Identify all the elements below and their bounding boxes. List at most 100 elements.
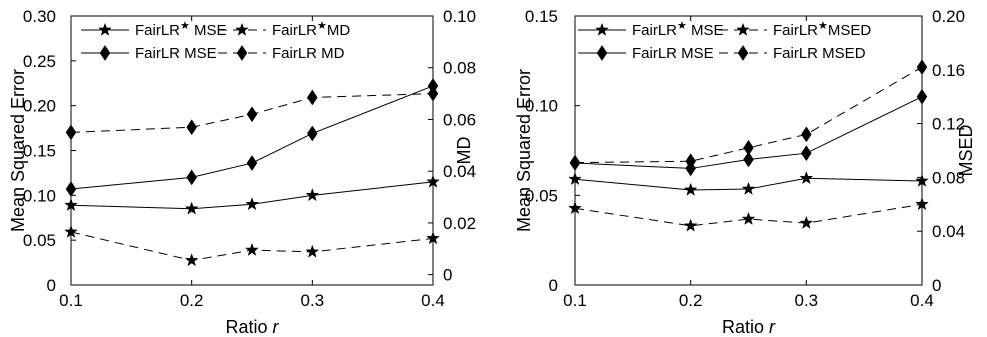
data-point-star: [568, 201, 582, 215]
y-tick-label: 0.15: [23, 142, 56, 161]
series-2: [569, 88, 928, 177]
y-tick-label: 0.20: [23, 97, 56, 116]
data-point-star: [245, 242, 259, 256]
y2-tick-label: 0.04: [932, 222, 965, 241]
legend-marker-star: [595, 22, 609, 36]
y2-tick-label: 0.04: [443, 162, 476, 181]
legend-marker-diamond: [737, 45, 749, 61]
data-point-star: [184, 201, 199, 215]
data-point-star: [683, 182, 698, 196]
x-tick-label: 0.1: [563, 291, 587, 310]
y-tick-label: 0.05: [525, 186, 558, 205]
data-point-star: [741, 181, 756, 195]
y-tick-label: 0.25: [23, 52, 56, 71]
series-0: [64, 174, 440, 215]
data-point-star: [426, 174, 440, 188]
y-tick-label: 0.30: [23, 7, 56, 26]
legend-item: FairLR MSED: [719, 45, 866, 62]
x-tick-label: 0.1: [59, 291, 83, 310]
x-axis-label: Ratio r: [225, 317, 279, 337]
legend-marker-diamond: [99, 45, 111, 61]
data-point-diamond: [801, 145, 812, 162]
y2-tick-label: 0.20: [932, 7, 965, 26]
y2-tick-label: 0: [443, 266, 452, 285]
y2-tick-label: 0: [932, 276, 941, 295]
x-axis-label: Ratio r: [722, 317, 776, 337]
data-point-diamond: [743, 139, 754, 156]
y2-tick-label: 0.08: [443, 59, 476, 78]
data-point-star: [683, 218, 698, 232]
y2-axis-label: MD: [454, 137, 474, 165]
legend-item: FairLR★ MSE: [578, 20, 724, 39]
data-point-diamond: [186, 169, 197, 186]
series-line: [70, 85, 434, 190]
legend-label: FairLR★ MSE: [632, 20, 724, 39]
legend-marker-star: [736, 22, 750, 36]
series-2: [65, 77, 439, 198]
legend: FairLR★ MSE FairLR★MSED FairLR MSE FairLR M…: [578, 20, 871, 62]
right-panel: 0.1 0.2 0.3 0.400.050.100.1500.040.080.120.…: [514, 7, 976, 337]
legend-marker-diamond: [596, 45, 608, 61]
data-point-diamond: [307, 125, 318, 142]
data-point-diamond: [569, 154, 581, 171]
legend-label: FairLR★ MSE: [135, 20, 227, 39]
legend-marker-star: [98, 22, 112, 36]
series-1: [568, 197, 929, 232]
series-line: [574, 203, 923, 227]
legend: FairLR★ MSE FairLR★MD FairLR MSE FairLR MD: [81, 20, 350, 62]
data-point-star: [741, 211, 756, 225]
legend-item: FairLR★MD: [218, 20, 350, 39]
x-tick-label: 0.2: [679, 291, 703, 310]
y2-tick-label: 0.02: [443, 214, 476, 233]
data-point-star: [184, 253, 199, 267]
series-line: [574, 66, 923, 164]
data-point-diamond: [246, 155, 258, 172]
legend-label: FairLR MD: [272, 45, 345, 62]
legend-item: FairLR MSE: [578, 45, 714, 62]
data-point-diamond: [427, 85, 439, 102]
legend-label: FairLR MSED: [773, 45, 866, 62]
y-axis-label: Mean Squared Error: [8, 69, 28, 232]
data-point-diamond: [916, 59, 928, 76]
x-tick-label: 0.4: [910, 291, 934, 310]
legend-label: FairLR★MSED: [773, 20, 871, 39]
y-tick-label: 0.10: [23, 186, 56, 205]
data-point-diamond: [186, 119, 197, 136]
data-point-star: [245, 197, 259, 211]
series-3: [569, 59, 928, 171]
y2-axis-label: MSED: [956, 124, 976, 176]
left-panel: 0.1 0.2 0.3 0.4 0 0.05 0.10 0.15 0.20 0.25 0.30 0 0.…: [8, 7, 476, 337]
y-tick-label: 0.15: [525, 7, 558, 26]
legend-item: FairLR★ MSE: [81, 20, 227, 39]
data-point-star: [568, 171, 582, 186]
y2-tick-label: 0.08: [932, 168, 965, 187]
data-point-diamond: [65, 181, 77, 198]
y-tick-label: 0.10: [525, 97, 558, 116]
data-point-diamond: [307, 89, 318, 106]
y2-tick-label: 0.06: [443, 110, 476, 129]
data-point-star: [915, 173, 929, 187]
data-point-diamond: [916, 88, 928, 105]
data-point-star: [799, 215, 814, 230]
data-point-diamond: [246, 106, 258, 123]
x-tick-label: 0.3: [301, 291, 325, 310]
data-point-diamond: [743, 151, 754, 168]
data-point-star: [64, 224, 78, 238]
legend-item: FairLR MD: [218, 45, 345, 62]
legend-label: FairLR MSE: [632, 45, 714, 62]
data-point-star: [799, 171, 814, 185]
data-point-star: [305, 188, 320, 202]
y-tick-label: 0: [549, 276, 558, 295]
y2-tick-label: 0.10: [443, 7, 476, 26]
plot-frame: [574, 15, 923, 286]
legend-label: FairLR MSE: [135, 45, 217, 62]
data-point-star: [915, 197, 929, 211]
data-point-star: [426, 231, 440, 245]
data-point-diamond: [801, 126, 812, 143]
x-tick-label: 0.3: [795, 291, 819, 310]
series-0: [568, 171, 929, 196]
legend-item: FairLR★MSED: [719, 20, 871, 39]
data-point-star: [305, 244, 320, 258]
legend-item: FairLR MSE: [81, 45, 217, 62]
